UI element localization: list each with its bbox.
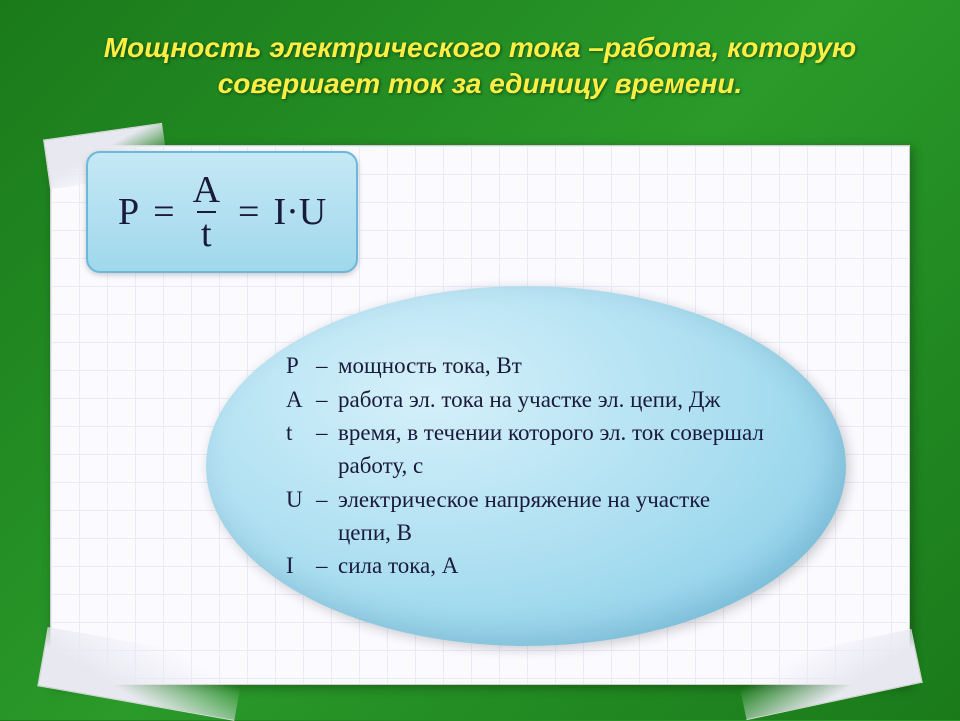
definition-symbol: P xyxy=(286,349,316,382)
definition-row: A – работа эл. тока на участке эл. цепи,… xyxy=(286,383,766,416)
formula-eq1: = xyxy=(153,190,174,234)
definition-row: U – электрическое напряжение на участке … xyxy=(286,483,766,550)
definition-row: t – время, в течении которого эл. ток со… xyxy=(286,416,766,483)
definition-dash: – xyxy=(316,383,338,416)
formula-denominator: t xyxy=(197,211,216,253)
definition-text: время, в течении которого эл. ток соверш… xyxy=(338,416,766,483)
formula-rhs: I·U xyxy=(273,190,326,234)
definition-dash: – xyxy=(316,549,338,582)
formula-eq2: = xyxy=(238,190,259,234)
definition-text: мощность тока, Вт xyxy=(338,349,766,382)
formula-fraction: A t xyxy=(189,171,224,253)
paper-sheet: P = A t = I·U P – мощность тока, Вт A – … xyxy=(50,145,910,685)
definition-text: электрическое напряжение на участке цепи… xyxy=(338,483,766,550)
definition-dash: – xyxy=(316,416,338,483)
definition-row: P – мощность тока, Вт xyxy=(286,349,766,382)
definition-dash: – xyxy=(316,349,338,382)
formula-numerator: A xyxy=(189,171,224,211)
definition-row: I – сила тока, А xyxy=(286,549,766,582)
definition-dash: – xyxy=(316,483,338,550)
definition-symbol: I xyxy=(286,549,316,582)
definitions-ellipse: P – мощность тока, Вт A – работа эл. ток… xyxy=(206,286,846,646)
definition-symbol: A xyxy=(286,383,316,416)
definition-text: работа эл. тока на участке эл. цепи, Дж xyxy=(338,383,766,416)
formula-box: P = A t = I·U xyxy=(86,151,358,273)
formula-lhs: P xyxy=(118,190,139,234)
definition-symbol: U xyxy=(286,483,316,550)
slide-title: Мощность электрического тока –работа, ко… xyxy=(0,0,960,113)
definition-text: сила тока, А xyxy=(338,549,766,582)
definition-symbol: t xyxy=(286,416,316,483)
